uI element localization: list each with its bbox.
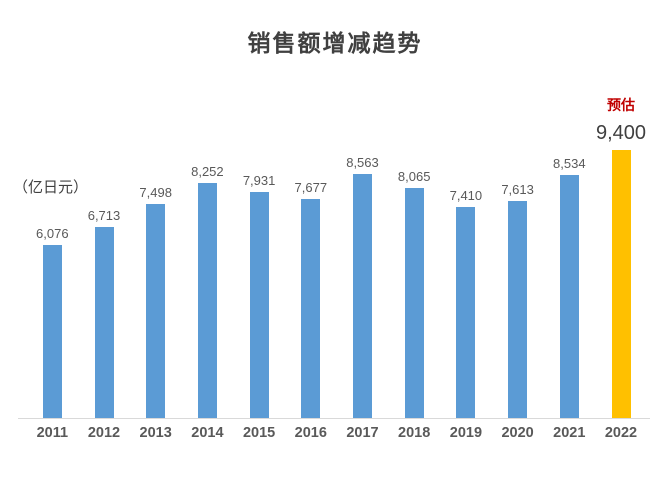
- bar: [301, 199, 321, 418]
- bar-column-2018: 8,065: [384, 0, 444, 418]
- bar: [42, 245, 62, 418]
- bar: [197, 183, 217, 418]
- x-axis-label-2015: 2015: [242, 425, 276, 441]
- bar: [94, 227, 114, 418]
- x-axis-label-2016: 2016: [294, 425, 327, 441]
- bar-column-2021: 8,534: [539, 0, 599, 418]
- bar-column-2015: 7,931: [229, 0, 289, 418]
- x-axis-line: [18, 418, 650, 419]
- value-label: 8,065: [397, 169, 431, 184]
- value-label: 6,713: [87, 208, 121, 223]
- bar-column-2013: 7,498: [126, 0, 186, 418]
- bar-highlight: [611, 150, 631, 418]
- bar: [508, 201, 528, 418]
- forecast-annotation: 预估: [607, 97, 635, 113]
- bar: [456, 207, 476, 418]
- x-axis-label-2017: 2017: [346, 425, 379, 441]
- bar-column-2016: 7,677: [281, 0, 341, 418]
- bar-column-2011: 6,076: [22, 0, 82, 418]
- x-axis-label-2014: 2014: [191, 425, 224, 441]
- bar-column-2022: 预估 9,400: [591, 0, 651, 418]
- value-label: 7,498: [139, 185, 172, 200]
- bar-column-2020: 7,613: [488, 0, 548, 418]
- x-axis-label-2012: 2012: [87, 425, 121, 441]
- x-axis-label-2013: 2013: [139, 425, 172, 441]
- value-label: 7,677: [294, 180, 328, 195]
- x-axis-label-2022: 2022: [604, 425, 638, 441]
- value-label: 7,931: [242, 173, 276, 188]
- bar: [353, 174, 372, 418]
- x-axis-label-2020: 2020: [501, 425, 534, 441]
- bar: [146, 204, 166, 418]
- chart-title: 销售额增减趋势: [247, 30, 423, 56]
- plot-area: 6,076 6,713 7,498 8,252 7,931 7,677 8,563 8,065…: [22, 0, 651, 418]
- value-label: 7,613: [501, 182, 534, 197]
- x-axis-label-2021: 2021: [553, 425, 586, 441]
- bar-column-2017: 8,563: [333, 0, 393, 418]
- y-axis-unit-label: （亿日元）: [13, 179, 89, 196]
- bar: [559, 175, 579, 418]
- x-axis-labels: 2011 2012 2013 2014 2015 2016 2017 2018 2019 2020…: [0, 425, 670, 445]
- value-label: 9,400: [595, 122, 647, 144]
- value-label: 8,563: [346, 155, 379, 170]
- bar: [249, 192, 269, 418]
- x-axis-label-2018: 2018: [398, 425, 431, 441]
- x-axis-label-2011: 2011: [36, 425, 69, 441]
- value-label: 8,534: [553, 156, 586, 171]
- value-label: 8,252: [191, 164, 224, 179]
- bar-column-2012: 6,713: [74, 0, 134, 418]
- value-label: 7,410: [449, 188, 483, 203]
- bar-column-2019: 7,410: [436, 0, 496, 418]
- value-label: 6,076: [36, 226, 69, 241]
- bar-column-2014: 8,252: [177, 0, 237, 418]
- x-axis-label-2019: 2019: [449, 425, 483, 441]
- bar: [404, 188, 424, 418]
